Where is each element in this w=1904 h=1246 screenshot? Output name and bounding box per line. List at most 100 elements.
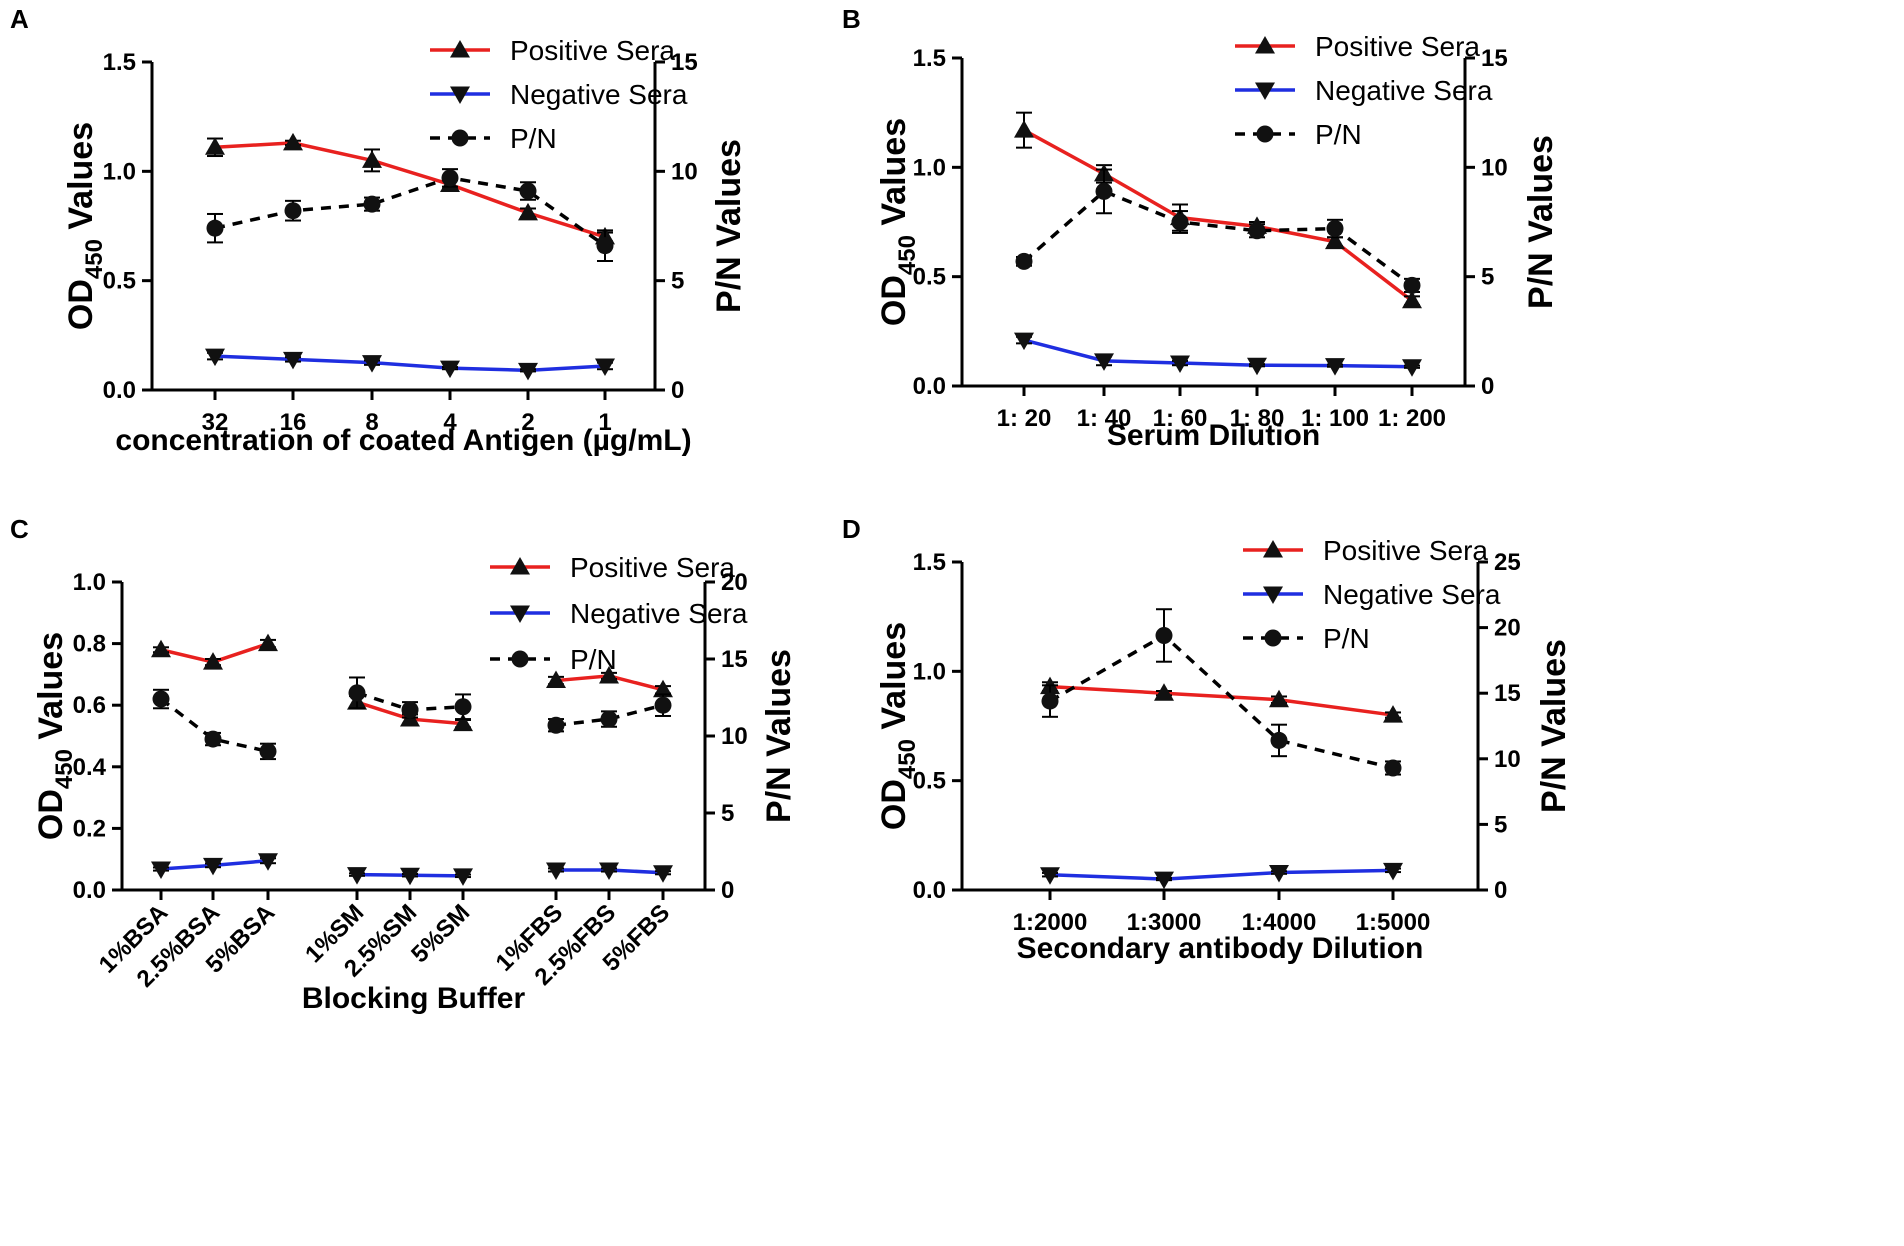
series-negative-sera bbox=[151, 853, 673, 886]
data-point bbox=[1403, 276, 1421, 294]
data-point bbox=[1325, 358, 1345, 376]
data-point bbox=[1270, 731, 1288, 749]
data-point bbox=[1171, 213, 1189, 231]
series-positive-sera bbox=[1040, 676, 1403, 723]
x-tick-label: 1: 40 bbox=[1077, 405, 1132, 432]
y-tick-label: 0.0 bbox=[913, 373, 946, 400]
data-point bbox=[654, 696, 672, 714]
y2-tick-label: 0 bbox=[671, 377, 684, 404]
data-point bbox=[284, 202, 302, 220]
y2-tick-label: 10 bbox=[1494, 746, 1521, 773]
data-point bbox=[151, 861, 171, 880]
y-axis-title-subscript: 450 bbox=[81, 239, 108, 279]
x-tick-label: 1:3000 bbox=[1127, 909, 1202, 936]
data-point bbox=[1269, 689, 1289, 708]
legend-label: Positive Sera bbox=[1323, 535, 1488, 566]
x-tick-label: 4 bbox=[443, 409, 457, 436]
legend-marker bbox=[1263, 586, 1283, 604]
data-point bbox=[1015, 252, 1033, 270]
data-point bbox=[546, 862, 566, 880]
y-tick-label: 0.0 bbox=[73, 877, 106, 904]
legend-marker bbox=[1255, 82, 1275, 100]
data-point bbox=[599, 862, 619, 880]
legend-label: Positive Sera bbox=[510, 35, 675, 66]
y-tick-label: 0.5 bbox=[103, 268, 136, 295]
data-point bbox=[363, 195, 381, 213]
legend-label: P/N bbox=[570, 644, 617, 675]
y2-tick-label: 5 bbox=[721, 800, 734, 827]
y-axis-title-main: OD bbox=[32, 789, 70, 840]
data-point bbox=[1383, 705, 1403, 723]
series-line bbox=[214, 354, 606, 373]
legend-label: Positive Sera bbox=[1315, 31, 1480, 62]
panel-letter: B bbox=[842, 4, 861, 34]
y2-tick-label: 5 bbox=[1494, 811, 1507, 838]
y-axis-title: OD450 Values bbox=[875, 118, 921, 326]
y-tick-label: 0.5 bbox=[913, 264, 946, 291]
y2-axis-title: P/N Values bbox=[710, 139, 748, 313]
y-tick-label: 1.5 bbox=[103, 49, 136, 76]
series-p-n bbox=[1041, 608, 1402, 777]
data-point bbox=[1041, 692, 1059, 710]
legend-label: Positive Sera bbox=[570, 552, 735, 583]
data-point bbox=[259, 742, 277, 760]
data-point bbox=[362, 355, 382, 373]
panel-letter: D bbox=[842, 514, 861, 544]
x-axis-title: concentration of coated Antigen (µg/mL) bbox=[115, 424, 691, 457]
data-point bbox=[348, 684, 366, 702]
x-tick-label: 1:4000 bbox=[1242, 909, 1317, 936]
data-point bbox=[1154, 683, 1174, 701]
y-tick-label: 1.0 bbox=[913, 154, 946, 181]
y-axis-title: OD450 Values bbox=[875, 622, 921, 830]
x-tick-label: 5%SM bbox=[406, 899, 475, 968]
y-axis-title-suffix: Values bbox=[62, 122, 100, 239]
data-point bbox=[1094, 353, 1114, 371]
data-point bbox=[400, 867, 420, 886]
panel-letter: C bbox=[10, 514, 29, 544]
y2-axis-title: P/N Values bbox=[1522, 135, 1560, 309]
legend-marker bbox=[1263, 540, 1283, 558]
data-point bbox=[283, 351, 303, 370]
data-point bbox=[600, 710, 618, 728]
y-tick-label: 0.6 bbox=[73, 692, 106, 719]
y-tick-label: 0.0 bbox=[913, 877, 946, 904]
legend-marker bbox=[510, 605, 530, 623]
data-point bbox=[1326, 220, 1344, 238]
y-tick-label: 1.5 bbox=[913, 549, 946, 576]
legend-label: Negative Sera bbox=[570, 598, 748, 629]
data-point bbox=[362, 150, 382, 168]
x-tick-label: 16 bbox=[280, 409, 307, 436]
y2-tick-label: 10 bbox=[1481, 154, 1508, 181]
series-line bbox=[1049, 684, 1394, 717]
data-point bbox=[258, 853, 278, 871]
y-tick-label: 0.4 bbox=[73, 754, 107, 781]
y-axis-title-suffix: Values bbox=[875, 622, 913, 739]
data-point bbox=[1383, 862, 1403, 881]
y2-tick-label: 10 bbox=[671, 158, 698, 185]
data-point bbox=[653, 679, 673, 698]
y-axis-title-subscript: 450 bbox=[51, 749, 78, 789]
y-tick-label: 0.2 bbox=[73, 815, 106, 842]
series-line bbox=[214, 141, 606, 239]
series-line bbox=[214, 176, 607, 248]
y2-tick-label: 15 bbox=[1481, 45, 1508, 72]
y-axis-title-main: OD bbox=[62, 279, 100, 330]
y2-tick-label: 15 bbox=[1494, 680, 1521, 707]
data-point bbox=[151, 639, 171, 658]
data-point bbox=[1402, 290, 1422, 309]
data-point bbox=[1325, 231, 1345, 250]
series-line bbox=[555, 703, 664, 727]
data-point bbox=[1040, 867, 1060, 885]
data-point bbox=[1155, 626, 1173, 644]
x-tick-label: 1 bbox=[598, 409, 611, 436]
data-point bbox=[519, 182, 537, 200]
y-tick-label: 1.0 bbox=[73, 569, 106, 596]
data-point bbox=[653, 865, 673, 883]
data-point bbox=[454, 698, 472, 716]
x-axis-title: Serum Dilution bbox=[1107, 419, 1320, 452]
legend-marker bbox=[451, 129, 469, 147]
data-point bbox=[401, 701, 419, 719]
legend-label: Negative Sera bbox=[1315, 75, 1493, 106]
data-point bbox=[152, 690, 170, 708]
